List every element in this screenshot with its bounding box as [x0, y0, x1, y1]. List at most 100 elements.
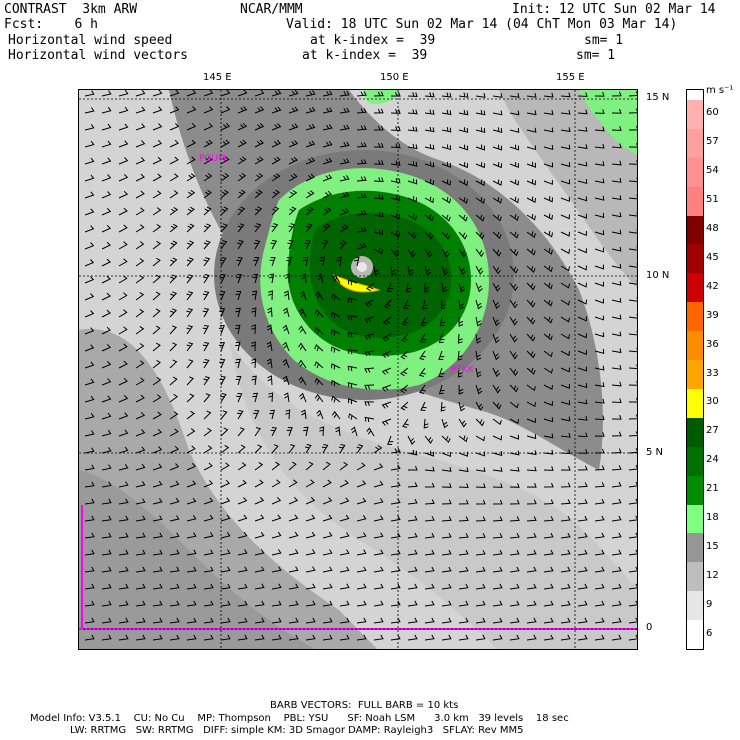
wind-barb: [288, 461, 297, 471]
wind-barb: [509, 434, 520, 440]
wind-barb: [271, 444, 279, 454]
wind-barb: [302, 256, 309, 267]
wind-barb: [543, 110, 554, 116]
wind-barb: [628, 448, 637, 454]
wind-barb: [169, 291, 178, 301]
wind-barb: [594, 415, 605, 421]
wind-barb: [543, 299, 553, 307]
wind-barb: [407, 213, 417, 221]
wind-barb: [438, 350, 445, 361]
wind-barb: [135, 498, 146, 505]
wind-barb: [220, 410, 228, 420]
wind-barb: [203, 376, 211, 386]
wind-barb: [458, 127, 469, 133]
wind-barb: [611, 297, 622, 303]
wind-barb: [298, 376, 307, 386]
wind-barb: [560, 282, 570, 289]
wind-barb: [186, 90, 197, 97]
wind-barb: [383, 299, 392, 309]
wind-barb: [186, 515, 197, 522]
wind-barb: [356, 108, 367, 114]
wind-barb: [418, 367, 426, 377]
wind-barb: [441, 549, 452, 556]
wind-barb: [118, 309, 128, 318]
wind-barb: [475, 566, 486, 573]
wind-barb: [288, 223, 296, 233]
wind-barb: [298, 342, 307, 352]
wind-barb: [271, 531, 282, 539]
colorbar-level-label: 27: [706, 425, 719, 437]
wind-barb: [364, 316, 375, 324]
wind-barb: [331, 395, 341, 403]
lat-label-5n: 5 N: [646, 447, 664, 458]
wind-barb: [441, 418, 449, 429]
wind-barb: [560, 92, 571, 98]
wind-barb: [577, 350, 587, 356]
wind-barb: [135, 106, 146, 114]
wind-barb: [152, 223, 162, 233]
wind-barb: [403, 299, 410, 309]
wind-barb: [400, 401, 409, 411]
wind-barb: [348, 413, 358, 420]
wind-barb: [441, 467, 452, 472]
wind-barb: [101, 361, 112, 369]
wind-barb: [101, 275, 111, 284]
wind-barb: [475, 197, 485, 204]
wind-barb: [424, 634, 435, 641]
wind-barb: [492, 179, 502, 186]
wind-barb: [560, 196, 570, 202]
wind-barb: [354, 256, 360, 267]
wind-barb: [611, 246, 622, 252]
wind-barb: [203, 617, 214, 624]
colorbar-segment: [687, 620, 703, 649]
wind-barb: [611, 498, 622, 505]
wind-barb: [424, 282, 430, 293]
wind-barb: [339, 566, 350, 573]
wind-barb: [594, 398, 605, 404]
wind-barb: [441, 127, 452, 133]
wind-barb: [628, 583, 637, 590]
wind-barb: [203, 106, 214, 114]
wind-barb: [475, 418, 485, 427]
wind-barb: [254, 444, 263, 454]
wind-barb: [438, 333, 445, 344]
wind-barb: [186, 634, 197, 641]
wind-barb: [169, 123, 180, 131]
wind-barb: [458, 161, 468, 169]
wind-barb: [594, 230, 605, 236]
wind-barb: [237, 600, 248, 607]
wind-barb: [288, 617, 299, 624]
wind-barb: [237, 479, 247, 488]
wind-barb: [424, 435, 434, 444]
wind-barb: [101, 208, 112, 216]
wind-barb: [373, 194, 384, 200]
wind-barb: [169, 376, 178, 386]
colorbar-level-label: 60: [706, 107, 719, 119]
wind-barb: [577, 449, 588, 454]
wind-barb: [475, 600, 486, 607]
wind-barb: [381, 367, 392, 375]
wind-barb: [350, 426, 358, 437]
wind-barb: [169, 325, 177, 335]
wind-barb: [577, 549, 588, 556]
wind-barb: [458, 600, 469, 607]
wind-barb: [560, 127, 571, 133]
wind-barb: [84, 107, 95, 114]
colorbar-level-label: 51: [706, 194, 719, 206]
wind-barb: [118, 600, 129, 607]
center-label: NCAR/MMM: [240, 2, 303, 17]
wind-barb: [577, 92, 588, 97]
wind-barb: [84, 276, 95, 284]
wind-barb: [424, 566, 435, 573]
wind-barb: [407, 196, 417, 203]
wind-barb: [594, 465, 605, 471]
wind-barb: [118, 532, 129, 539]
wind-barb: [509, 367, 519, 377]
wind-barb: [577, 399, 588, 405]
colorbar-segment: [687, 417, 703, 447]
wind-barb: [118, 292, 128, 301]
wind-barb: [169, 173, 179, 182]
wind-barb: [509, 179, 519, 186]
wind-barb: [475, 499, 486, 505]
wind-barb: [118, 429, 129, 437]
